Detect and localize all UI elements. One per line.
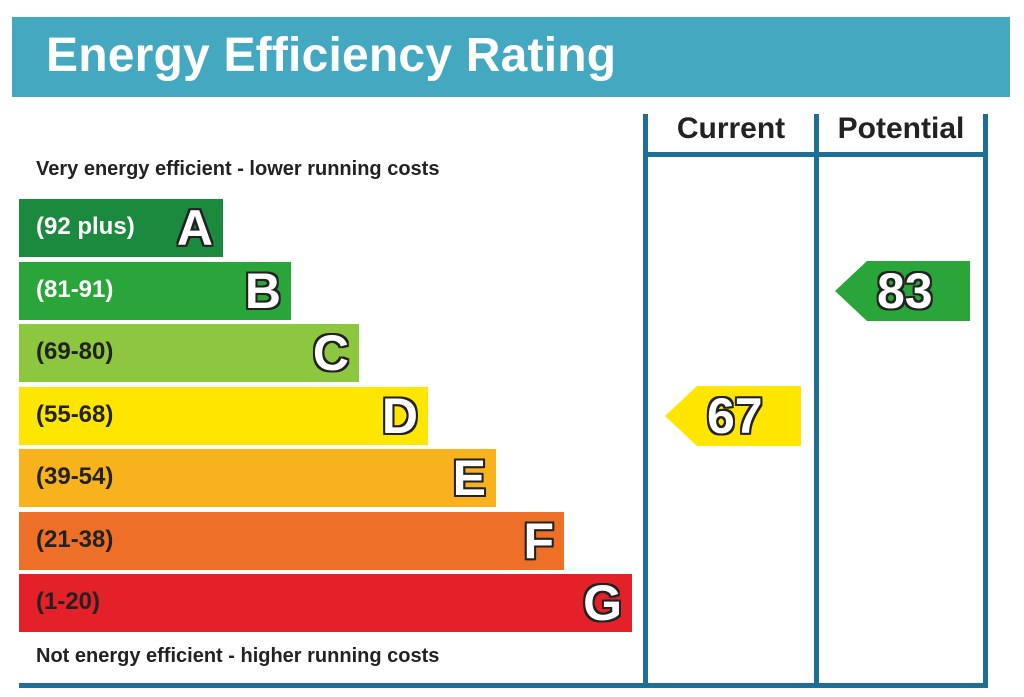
potential-rating-value: 83 xyxy=(877,263,933,319)
band-g-letter: G xyxy=(583,575,622,631)
band-a-letter: A xyxy=(176,200,213,256)
band-g-range: (1-20) xyxy=(36,588,101,615)
band-c-range: (69-80) xyxy=(36,338,114,365)
band-f-range: (21-38) xyxy=(36,526,114,553)
frame-bottom-line xyxy=(19,683,988,688)
current-rating-shape xyxy=(665,386,801,446)
current-rating-value: 67 xyxy=(707,388,763,444)
current-column-header: Current xyxy=(676,112,786,145)
band-a: (92 plus) A xyxy=(19,199,223,257)
potential-rating-arrow: 83 xyxy=(835,261,970,321)
band-f: (21-38) F xyxy=(19,512,564,570)
frame-right-line xyxy=(983,114,988,686)
band-g: (1-20) G xyxy=(19,574,632,632)
band-b-range: (81-91) xyxy=(36,276,114,303)
band-e-letter: E xyxy=(452,450,486,506)
potential-column-header: Potential xyxy=(837,112,965,145)
band-f-letter: F xyxy=(523,513,554,569)
band-b: (81-91) B xyxy=(19,262,291,320)
band-b-letter: B xyxy=(244,263,281,319)
band-c-letter: C xyxy=(312,325,349,381)
current-rating-arrow: 67 xyxy=(665,386,801,446)
frame-left-line xyxy=(643,114,648,686)
band-c: (69-80) C xyxy=(19,324,359,382)
band-d: (55-68) D xyxy=(19,387,428,445)
top-caption: Very energy efficient - lower running co… xyxy=(36,158,440,180)
band-d-range: (55-68) xyxy=(36,401,114,428)
frame-header-line xyxy=(643,152,988,157)
bottom-caption: Not energy efficient - higher running co… xyxy=(36,645,440,667)
band-a-range: (92 plus) xyxy=(36,213,135,240)
potential-rating-shape xyxy=(835,261,970,321)
band-e: (39-54) E xyxy=(19,449,496,507)
band-e-range: (39-54) xyxy=(36,463,114,490)
band-d-letter: D xyxy=(381,388,418,444)
header-bar: Energy Efficiency Rating xyxy=(12,17,1010,97)
frame-middle-line xyxy=(814,114,819,686)
chart-title: Energy Efficiency Rating xyxy=(46,29,617,82)
